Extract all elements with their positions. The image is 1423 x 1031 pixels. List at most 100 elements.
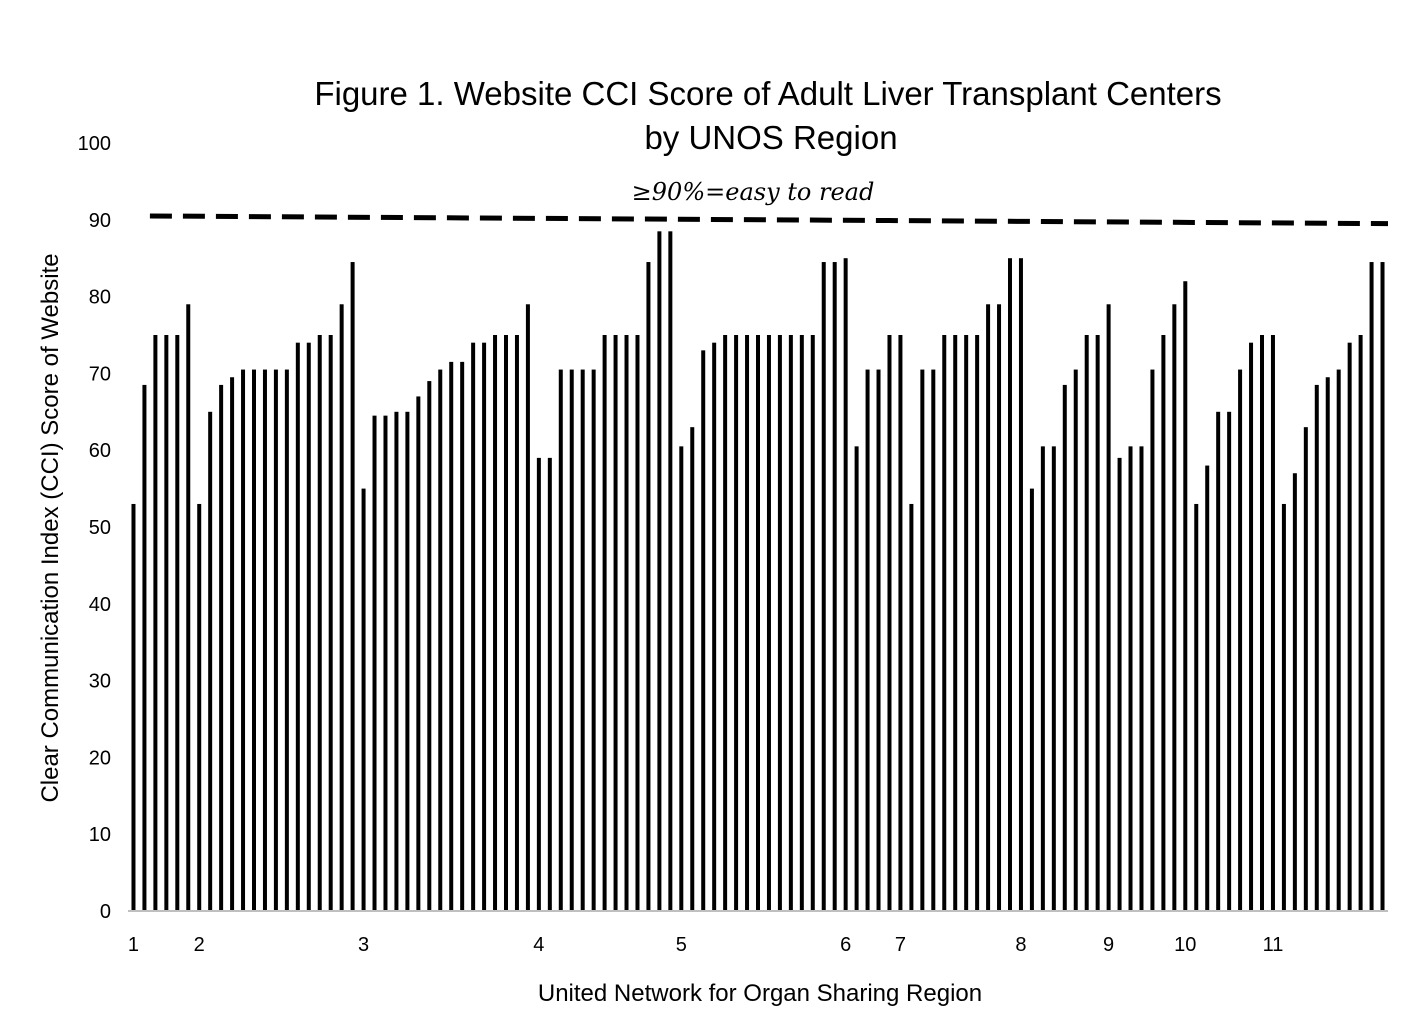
bar bbox=[536, 457, 541, 911]
bar bbox=[460, 361, 465, 911]
bar bbox=[591, 369, 596, 911]
bar bbox=[1150, 369, 1155, 911]
bar bbox=[208, 411, 213, 911]
bar bbox=[701, 350, 706, 911]
x-tick-label: 3 bbox=[358, 934, 369, 956]
bar bbox=[920, 369, 925, 911]
bar bbox=[646, 262, 651, 911]
bar bbox=[471, 342, 476, 911]
bar bbox=[931, 369, 936, 911]
bar bbox=[1062, 384, 1067, 911]
y-tick-label: 10 bbox=[89, 824, 111, 846]
bar bbox=[383, 415, 388, 911]
bar bbox=[843, 258, 848, 911]
bar bbox=[1227, 411, 1232, 911]
bar bbox=[1161, 335, 1166, 911]
threshold-label: ≥90%=easy to read bbox=[632, 178, 875, 206]
bar bbox=[1314, 384, 1319, 911]
bar bbox=[197, 503, 202, 911]
bar bbox=[887, 335, 892, 911]
bar bbox=[273, 369, 278, 911]
bar bbox=[777, 335, 782, 911]
bar bbox=[799, 335, 804, 911]
bar bbox=[613, 335, 618, 911]
bar bbox=[964, 335, 969, 911]
bar bbox=[1018, 258, 1023, 911]
y-tick-label: 100 bbox=[78, 133, 111, 155]
bar bbox=[1008, 258, 1012, 911]
bar bbox=[1358, 335, 1363, 911]
bar bbox=[1281, 503, 1286, 911]
bar bbox=[1139, 446, 1144, 911]
bar bbox=[317, 335, 322, 911]
chart-title-line1: Figure 1. Website CCI Score of Adult Liv… bbox=[314, 75, 1221, 112]
y-tick-label: 60 bbox=[89, 440, 111, 462]
bar bbox=[504, 335, 508, 911]
x-tick-label: 4 bbox=[533, 934, 544, 956]
bar bbox=[1095, 335, 1100, 911]
bar bbox=[865, 369, 870, 911]
y-tick-label: 40 bbox=[89, 594, 111, 616]
bar bbox=[1249, 342, 1254, 911]
bar bbox=[449, 361, 454, 911]
x-tick-label: 10 bbox=[1174, 934, 1196, 956]
bar bbox=[1029, 488, 1034, 911]
bar bbox=[306, 342, 311, 911]
x-tick-label: 11 bbox=[1263, 934, 1284, 956]
bar bbox=[405, 411, 410, 911]
bar bbox=[175, 335, 180, 911]
bar bbox=[1040, 446, 1045, 911]
x-tick-label: 1 bbox=[128, 934, 139, 956]
bar bbox=[350, 262, 355, 911]
bar bbox=[766, 335, 771, 911]
bar bbox=[1216, 411, 1221, 911]
bar bbox=[1117, 457, 1122, 911]
bar bbox=[635, 335, 640, 911]
bar bbox=[1084, 335, 1089, 911]
bar bbox=[558, 369, 563, 911]
bar bbox=[361, 488, 366, 911]
y-tick-label: 70 bbox=[89, 363, 111, 385]
bar bbox=[372, 415, 377, 911]
bar bbox=[142, 384, 147, 911]
bar bbox=[679, 446, 684, 911]
bar bbox=[1380, 262, 1385, 911]
y-tick-label: 0 bbox=[100, 901, 111, 923]
bar bbox=[975, 335, 980, 911]
bar bbox=[284, 369, 289, 911]
bar bbox=[427, 381, 432, 912]
bar bbox=[756, 335, 760, 911]
bar bbox=[745, 335, 750, 911]
bar bbox=[493, 335, 498, 911]
x-tick-label: 2 bbox=[194, 934, 205, 956]
bar bbox=[525, 304, 530, 911]
bar bbox=[723, 335, 728, 911]
bar bbox=[438, 369, 443, 911]
bar bbox=[953, 335, 958, 911]
bar bbox=[153, 335, 158, 911]
bar bbox=[241, 369, 246, 911]
bar bbox=[482, 342, 487, 911]
bar bbox=[252, 369, 256, 911]
bar bbox=[1238, 369, 1243, 911]
y-tick-label: 90 bbox=[89, 210, 111, 232]
bar bbox=[1325, 377, 1330, 911]
bar bbox=[788, 335, 793, 911]
bar bbox=[328, 335, 333, 911]
bar bbox=[580, 369, 585, 911]
bar bbox=[1183, 281, 1188, 911]
y-tick-label: 50 bbox=[89, 517, 111, 539]
bar bbox=[219, 384, 224, 911]
y-tick-label: 80 bbox=[89, 287, 111, 309]
bar bbox=[295, 342, 300, 911]
bar bbox=[986, 304, 991, 911]
x-axis-ticks: 1 2 3 4 5 6 7 8 9 10 11 bbox=[128, 934, 1283, 956]
bar bbox=[1347, 342, 1352, 911]
bar bbox=[1106, 304, 1111, 911]
bar bbox=[1303, 427, 1308, 911]
bar bbox=[230, 377, 235, 911]
bar bbox=[1270, 335, 1275, 911]
bar bbox=[1336, 369, 1341, 911]
bar bbox=[394, 411, 399, 911]
bar bbox=[854, 446, 859, 911]
